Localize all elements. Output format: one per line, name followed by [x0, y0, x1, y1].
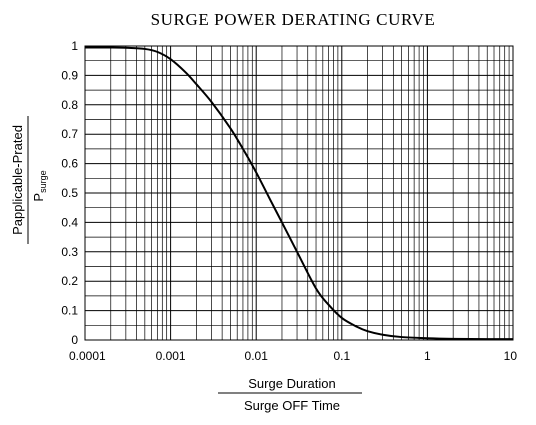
- x-tick-label: 0.01: [245, 349, 269, 363]
- x-tick-label: 0.001: [156, 349, 186, 363]
- y-tick-label: 0.6: [61, 157, 78, 171]
- chart-title: SURGE POWER DERATING CURVE: [151, 10, 436, 29]
- x-tick-labels: 0.0001 0.001 0.01 0.1 1 10: [69, 349, 517, 363]
- y-tick-label: 0.1: [61, 304, 78, 318]
- x-label-numerator: Surge Duration: [248, 376, 335, 391]
- y-tick-label: 0.5: [61, 186, 78, 200]
- y-tick-label: 0.2: [61, 274, 78, 288]
- y-label-denominator-sub: surge: [38, 170, 48, 193]
- y-label-denominator-main: P: [31, 193, 46, 202]
- x-tick-label: 10: [504, 349, 518, 363]
- x-label-denominator: Surge OFF Time: [244, 398, 340, 413]
- y-tick-label: 1: [71, 39, 78, 53]
- x-tick-label: 1: [424, 349, 431, 363]
- x-axis-label: Surge Duration Surge OFF Time: [218, 376, 362, 413]
- y-label-numerator: Papplicable-Prated: [10, 125, 25, 235]
- y-tick-label: 0.3: [61, 245, 78, 259]
- y-tick-label: 0.8: [61, 98, 78, 112]
- y-tick-label: 0.4: [61, 215, 78, 229]
- y-tick-label: 0.9: [61, 68, 78, 82]
- x-tick-label: 0.1: [333, 349, 350, 363]
- y-label-denominator: Psurge: [31, 170, 48, 201]
- plot-frame: [84, 45, 514, 341]
- grid: [84, 45, 513, 341]
- y-tick-label: 0: [71, 333, 78, 347]
- derating-curve: [84, 46, 514, 341]
- x-tick-label: 0.0001: [69, 349, 106, 363]
- y-tick-label: 0.7: [61, 127, 78, 141]
- y-axis-label: Papplicable-Prated Psurge: [10, 116, 48, 244]
- y-tick-labels: 0 0.1 0.2 0.3 0.4 0.5 0.6 0.7 0.8 0.9 1: [61, 39, 78, 347]
